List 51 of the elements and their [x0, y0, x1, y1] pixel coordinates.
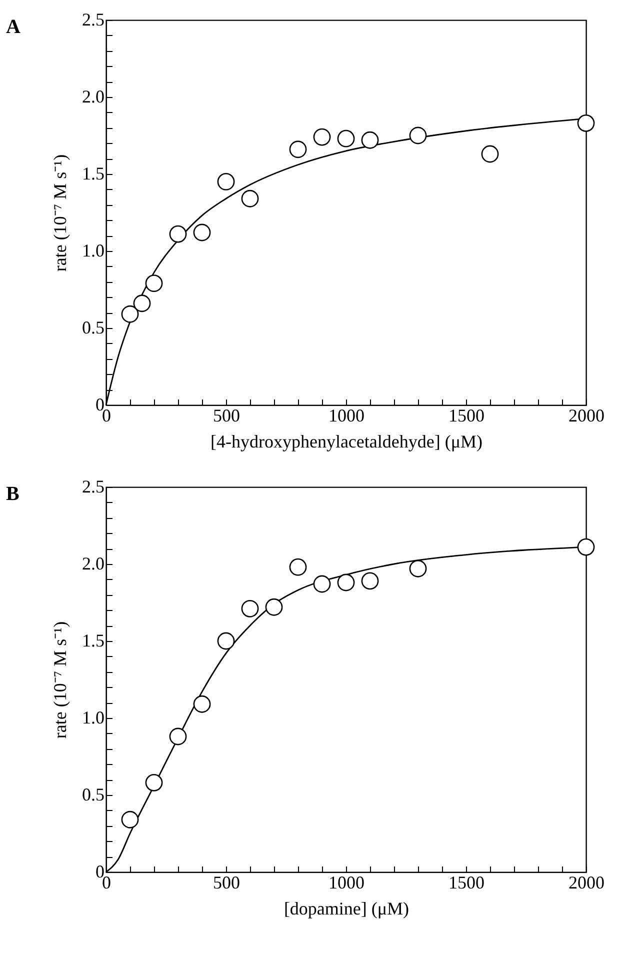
y-tick-label: 2.0 — [82, 554, 104, 574]
point — [133, 294, 151, 312]
x-axis-title: [dopamine] (μM) — [284, 898, 410, 918]
y-tick-label: 2.5 — [82, 10, 104, 30]
x-tick-label: 1500 — [448, 406, 484, 426]
point — [121, 305, 139, 323]
point — [313, 128, 331, 146]
chart-title: A — [6, 16, 21, 38]
point — [409, 560, 427, 578]
point — [169, 728, 187, 746]
y-axis-title: rate (10⁻⁷ M s⁻¹) — [50, 154, 70, 272]
point — [577, 538, 595, 556]
point — [193, 224, 211, 242]
y-tick-label: 2.5 — [82, 476, 104, 496]
point — [313, 575, 331, 593]
x-tick-label: 1000 — [328, 872, 364, 892]
chart-title: B — [6, 483, 20, 505]
x-axis-title: [4-hydroxyphenylacetaldehyde] (μM) — [210, 432, 483, 452]
x-tick-label: 2000 — [568, 872, 604, 892]
point — [241, 600, 259, 618]
point — [217, 173, 235, 190]
point — [193, 695, 211, 713]
point — [577, 114, 595, 132]
y-tick-label: 0.5 — [82, 784, 104, 804]
point — [289, 558, 307, 576]
point — [361, 131, 379, 149]
point — [265, 598, 283, 616]
point — [337, 574, 355, 592]
y-axis-title: rate (10⁻⁷ M s⁻¹) — [50, 621, 70, 739]
point — [121, 810, 139, 828]
point — [481, 145, 499, 163]
x-tick-label: 1000 — [328, 406, 364, 426]
y-tick-label: 1.5 — [82, 164, 104, 184]
point — [169, 225, 187, 243]
x-tick-label: 2000 — [568, 406, 604, 426]
y-tick-label: 1.5 — [82, 630, 104, 650]
point — [361, 572, 379, 590]
point — [241, 190, 259, 208]
y-tick-label: 1.0 — [82, 240, 104, 260]
point — [409, 126, 427, 144]
y-tick-label: 2.0 — [82, 86, 104, 106]
point — [217, 632, 235, 650]
x-tick-label: 500 — [213, 872, 240, 892]
y-tick-label: 0.5 — [82, 318, 104, 338]
point — [289, 140, 307, 158]
point — [145, 274, 163, 292]
point — [145, 774, 163, 792]
point — [337, 130, 355, 148]
x-tick-label: 1500 — [448, 872, 484, 892]
x-tick-label: 500 — [213, 406, 240, 426]
y-tick-label: 1.0 — [82, 708, 104, 728]
